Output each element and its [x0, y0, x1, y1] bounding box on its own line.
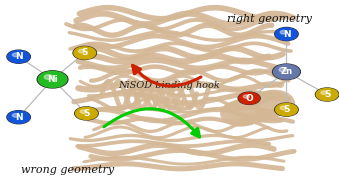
Circle shape [321, 91, 327, 94]
Circle shape [73, 46, 97, 60]
Circle shape [315, 88, 339, 101]
Text: right geometry: right geometry [227, 14, 312, 24]
Circle shape [276, 28, 297, 40]
Circle shape [74, 47, 96, 59]
Circle shape [78, 49, 85, 53]
Circle shape [276, 104, 297, 116]
Circle shape [275, 27, 298, 41]
Circle shape [8, 111, 29, 123]
Text: NiSOD binding hook: NiSOD binding hook [119, 81, 220, 90]
Circle shape [243, 95, 250, 98]
Circle shape [7, 111, 31, 124]
Circle shape [7, 50, 31, 63]
Circle shape [8, 51, 29, 63]
Circle shape [38, 71, 67, 87]
Text: S: S [83, 109, 90, 118]
Circle shape [75, 107, 98, 120]
Text: N: N [15, 113, 22, 122]
Circle shape [37, 71, 68, 88]
Circle shape [12, 53, 19, 57]
Text: S: S [81, 48, 88, 57]
Circle shape [275, 103, 298, 116]
Text: S: S [324, 90, 331, 99]
Text: S: S [283, 105, 290, 114]
Circle shape [238, 92, 260, 104]
Text: wrong geometry: wrong geometry [21, 165, 114, 175]
Text: N: N [15, 52, 22, 61]
Text: Ni: Ni [47, 75, 58, 84]
Circle shape [280, 30, 287, 34]
Circle shape [280, 106, 287, 110]
Text: Zn: Zn [280, 67, 293, 76]
Circle shape [273, 64, 300, 80]
Circle shape [274, 65, 299, 79]
Circle shape [44, 75, 53, 79]
Circle shape [80, 110, 87, 113]
Circle shape [239, 93, 259, 104]
Text: O: O [245, 94, 253, 103]
Circle shape [279, 67, 287, 72]
Text: N: N [283, 29, 290, 39]
Circle shape [76, 107, 97, 119]
Circle shape [12, 114, 19, 117]
Circle shape [316, 88, 338, 101]
